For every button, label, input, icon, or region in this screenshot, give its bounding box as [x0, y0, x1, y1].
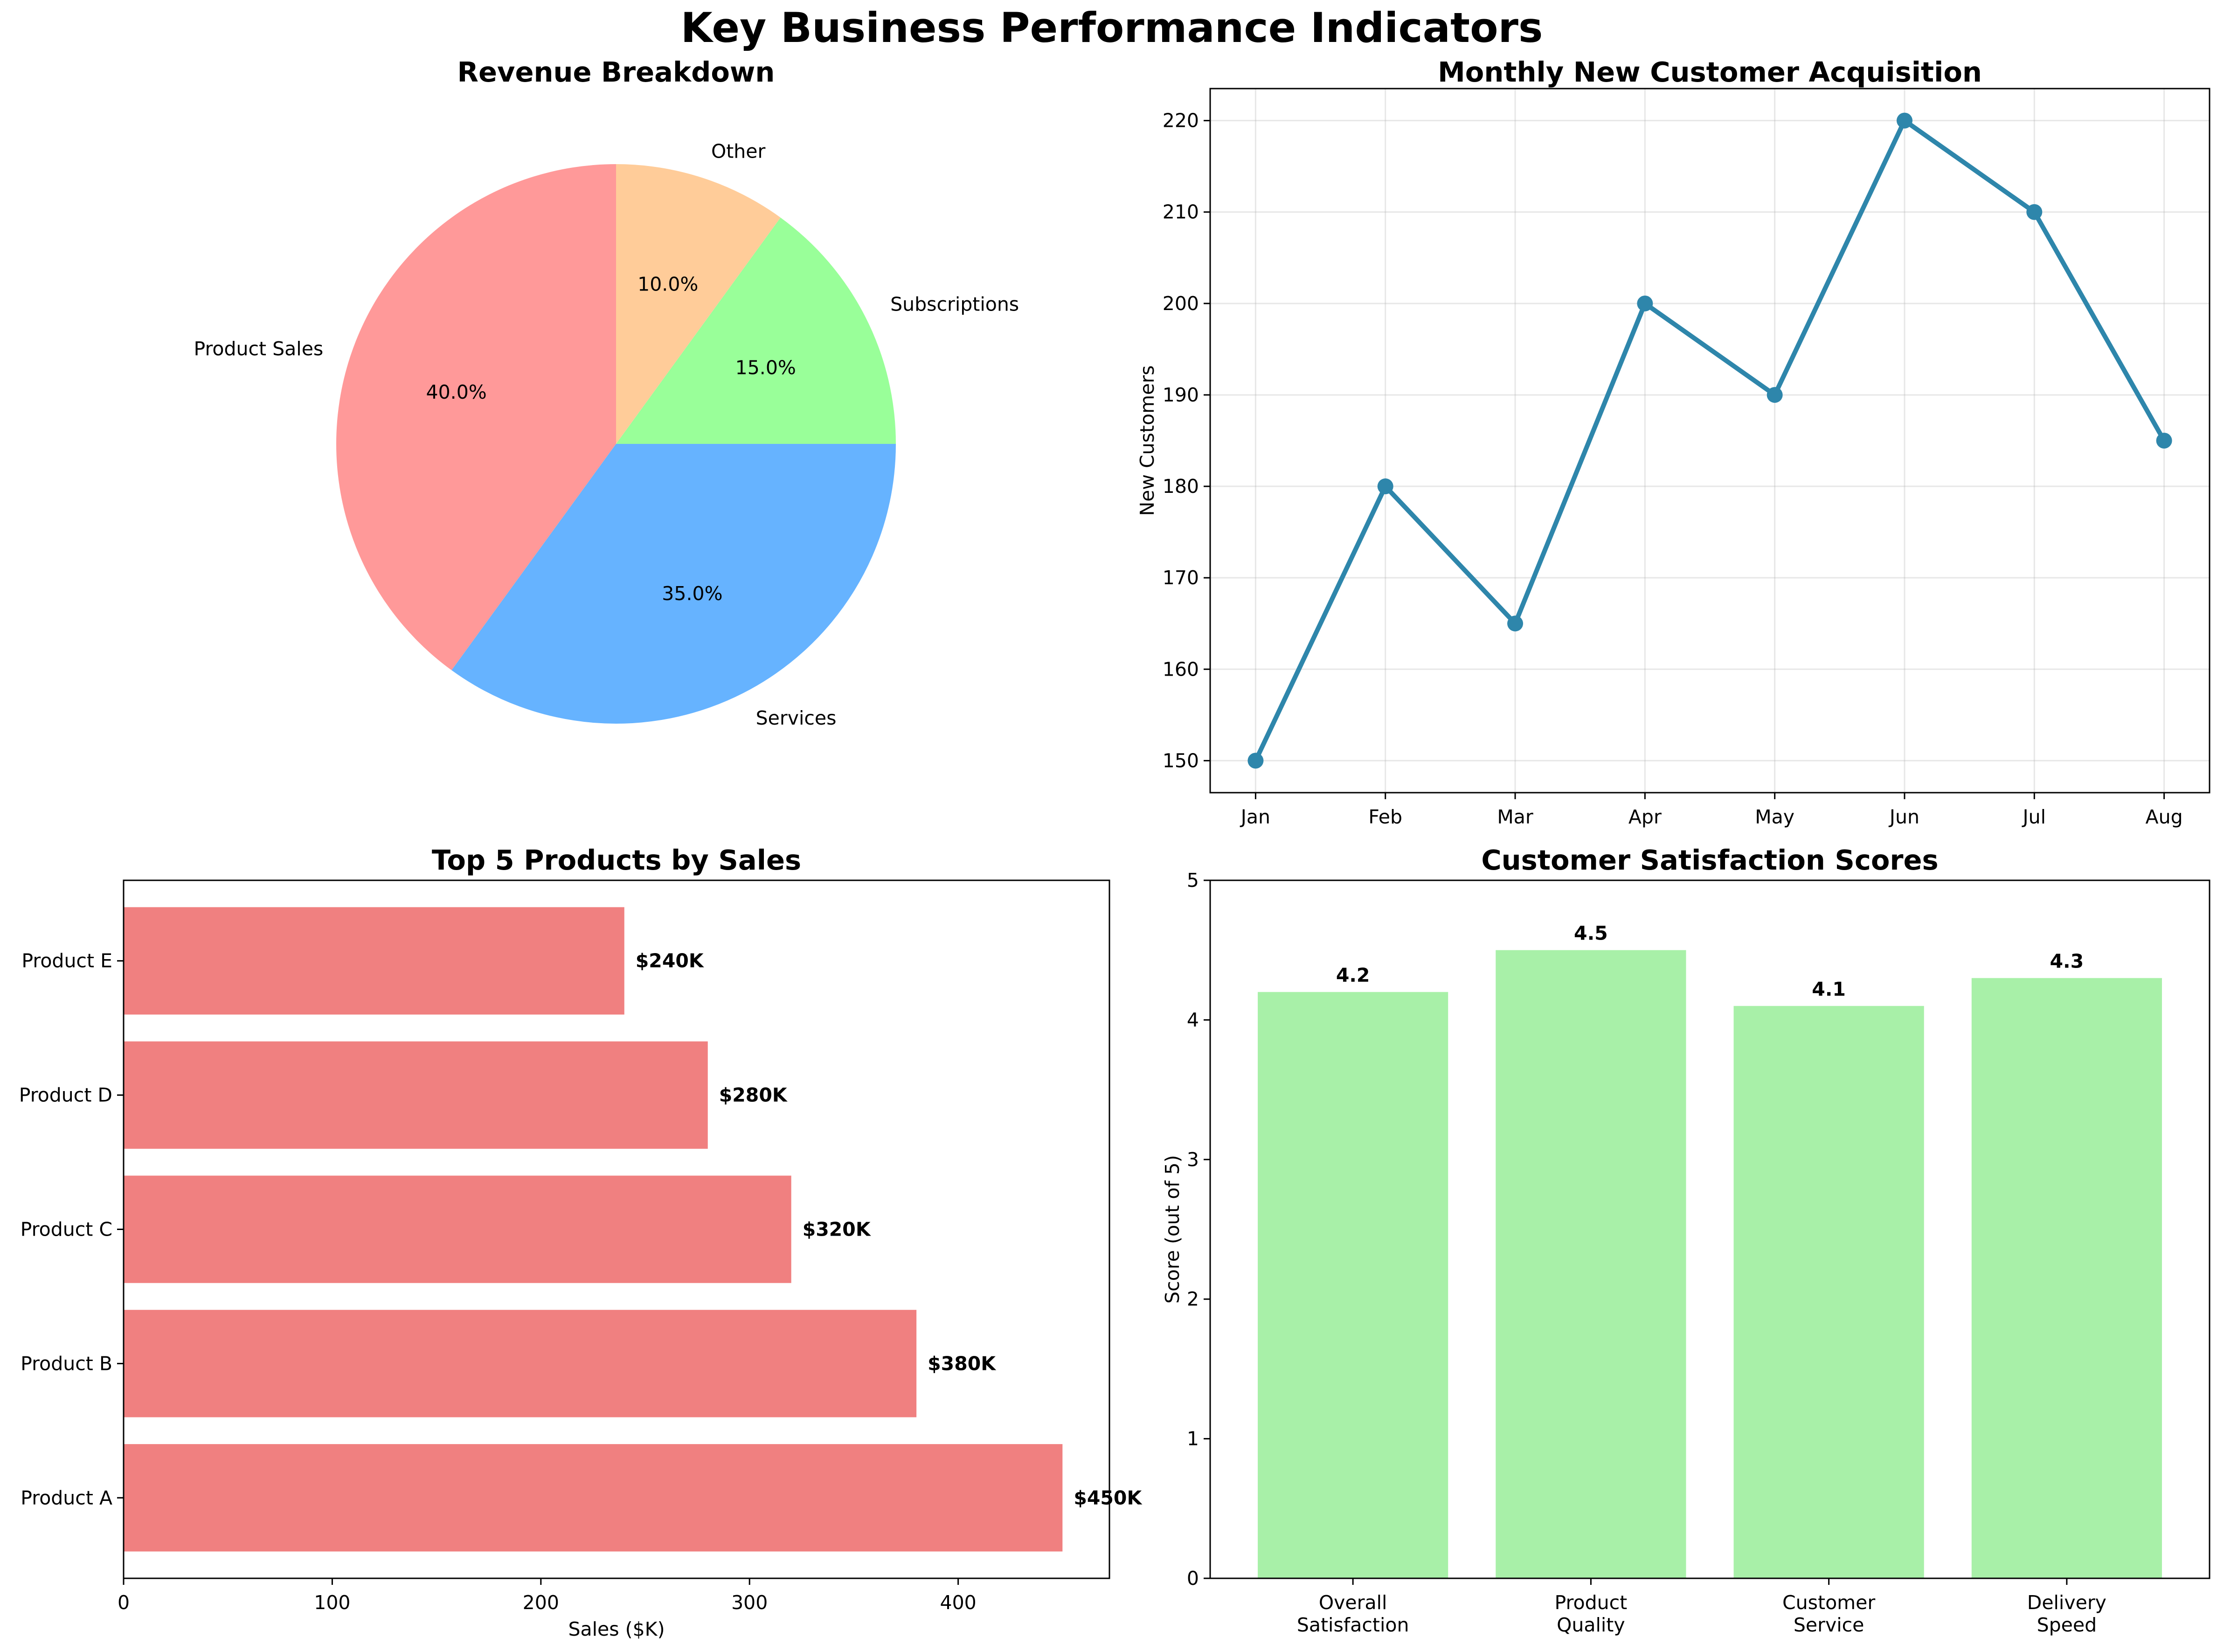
pie-pct-label: 15.0% — [735, 357, 796, 379]
vbar-axes-frame — [1209, 879, 2210, 1579]
product-bar — [124, 1175, 791, 1283]
y-tick-label: 200 — [1163, 292, 1199, 315]
pie-slice-label: Services — [756, 707, 837, 729]
y-tick-label: 1 — [1187, 1428, 1199, 1450]
y-tick-label: 5 — [1187, 869, 1199, 892]
score-bar — [1733, 1006, 1924, 1578]
product-bar — [124, 1041, 708, 1149]
line-data-point — [1247, 753, 1264, 769]
pie-slice-label: Subscriptions — [890, 293, 1019, 315]
pie-slice — [616, 217, 896, 444]
x-tick-label: Overall Satisfaction — [1297, 1591, 1409, 1636]
y-tick-label: Product C — [21, 1218, 112, 1241]
pie-pct-label: 35.0% — [662, 582, 722, 605]
y-tick-label: 4 — [1187, 1009, 1199, 1031]
pie-slice — [616, 164, 781, 444]
x-tick-label: Aug — [2146, 806, 2183, 828]
pie-slice-label: Product Sales — [194, 338, 323, 360]
line-data-point — [1637, 295, 1653, 311]
bar-value-label: 4.2 — [1336, 964, 1370, 987]
line-title: Monthly New Customer Acquisition — [1438, 56, 1982, 88]
pie-slice — [336, 164, 616, 670]
line-data-point — [1377, 478, 1393, 495]
bar-value-label: $380K — [928, 1352, 997, 1375]
bar-value-label: $320K — [803, 1218, 872, 1241]
x-tick-label: 300 — [731, 1591, 768, 1614]
bar-value-label: $240K — [636, 950, 705, 972]
y-tick-label: 3 — [1187, 1148, 1199, 1171]
pie-slice-label: Other — [711, 140, 766, 162]
pie-pct-label: 40.0% — [426, 381, 486, 403]
y-tick-label: 160 — [1163, 658, 1199, 680]
x-tick-label: Mar — [1497, 806, 1533, 828]
bar-value-label: 4.5 — [1574, 922, 1608, 945]
line-axes-frame — [1209, 88, 2210, 794]
x-tick-label: Delivery Speed — [2027, 1591, 2106, 1636]
hbar-title: Top 5 Products by Sales — [432, 844, 801, 876]
line-data-point — [2156, 433, 2172, 449]
y-axis-label: Score (out of 5) — [1161, 1155, 1184, 1304]
bar-value-label: $280K — [719, 1084, 788, 1106]
line-data-point — [1767, 387, 1783, 403]
score-bar — [1258, 992, 1448, 1578]
y-tick-label: 0 — [1187, 1567, 1199, 1590]
y-tick-label: 220 — [1163, 110, 1199, 132]
y-tick-label: 2 — [1187, 1288, 1199, 1310]
y-tick-label: 210 — [1163, 201, 1199, 223]
x-tick-label: 200 — [523, 1591, 559, 1614]
y-tick-label: 150 — [1163, 749, 1199, 772]
customer-acquisition-chart: Monthly New Customer Acquisition 150 160 17… — [1136, 56, 2210, 828]
bar-value-label: 4.3 — [2050, 950, 2084, 973]
x-tick-label: Apr — [1628, 806, 1662, 828]
acquisition-line — [1253, 118, 2166, 762]
bar-value-label: 4.1 — [1812, 978, 1846, 1000]
y-tick-label: Product B — [21, 1352, 112, 1375]
x-tick-label: Feb — [1368, 806, 1402, 828]
y-tick-label: 170 — [1163, 567, 1199, 589]
vbar-title: Customer Satisfaction Scores — [1481, 844, 1938, 876]
x-tick-label: 100 — [314, 1591, 350, 1614]
product-bar — [124, 1310, 917, 1417]
x-tick-label: Customer Service — [1782, 1591, 1875, 1636]
x-tick-label: May — [1755, 806, 1794, 828]
line-data-point — [2026, 204, 2043, 220]
line-data-point — [1896, 112, 1912, 129]
x-tick-label: Product Quality — [1555, 1591, 1628, 1636]
pie-title: Revenue Breakdown — [457, 56, 775, 88]
score-bar — [1971, 978, 2162, 1578]
x-tick-label: Jan — [1240, 806, 1270, 828]
product-bar — [124, 1444, 1063, 1552]
x-tick-label: Jul — [2022, 806, 2046, 828]
product-bar — [124, 907, 624, 1015]
y-axis-label: New Customers — [1136, 366, 1158, 516]
revenue-breakdown-chart: Revenue Breakdown Product Sales 40.0% Servi… — [194, 56, 1019, 729]
line-data-point — [1507, 615, 1524, 632]
x-tick-label: 400 — [940, 1591, 976, 1614]
pie-pct-label: 10.0% — [637, 273, 698, 296]
top-products-chart: Top 5 Products by Sales $450K Product A $38… — [19, 844, 1143, 1640]
y-tick-label: Product A — [21, 1486, 112, 1509]
pie-slice — [451, 444, 896, 724]
score-bar — [1496, 950, 1686, 1578]
satisfaction-scores-chart: Customer Satisfaction Scores 0 1 2 3 4 5 4.2 Ove… — [1161, 844, 2210, 1636]
x-axis-label: Sales ($K) — [568, 1618, 665, 1640]
y-tick-label: Product D — [19, 1084, 112, 1106]
y-tick-label: 180 — [1163, 475, 1199, 498]
hbar-axes-frame — [123, 879, 1110, 1579]
y-tick-label: 190 — [1163, 384, 1199, 406]
x-tick-label: 0 — [118, 1591, 130, 1614]
y-tick-label: Product E — [21, 950, 112, 972]
x-tick-label: Jun — [1888, 806, 1919, 828]
figure-title: Key Business Performance Indicators — [681, 4, 1543, 52]
bar-value-label: $450K — [1074, 1486, 1143, 1509]
